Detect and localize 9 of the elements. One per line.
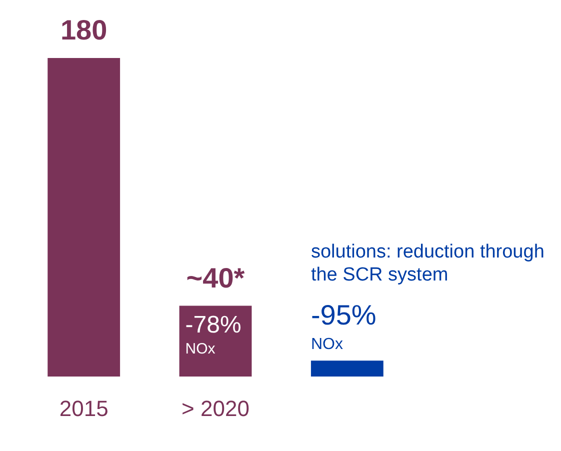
- annotation: NOx: [310, 336, 343, 354]
- text: solutions: reduction through the SCR system: [310, 241, 544, 286]
- annotation: -78%: [185, 311, 242, 338]
- annotation: NOx: [185, 340, 216, 358]
- annotation: -95%: [310, 299, 376, 330]
- data-label: ~40*: [186, 262, 245, 294]
- x-tick-label: > 2020: [182, 396, 250, 421]
- data-label: 180: [60, 14, 108, 46]
- x-tick-label: 2015: [59, 396, 108, 421]
